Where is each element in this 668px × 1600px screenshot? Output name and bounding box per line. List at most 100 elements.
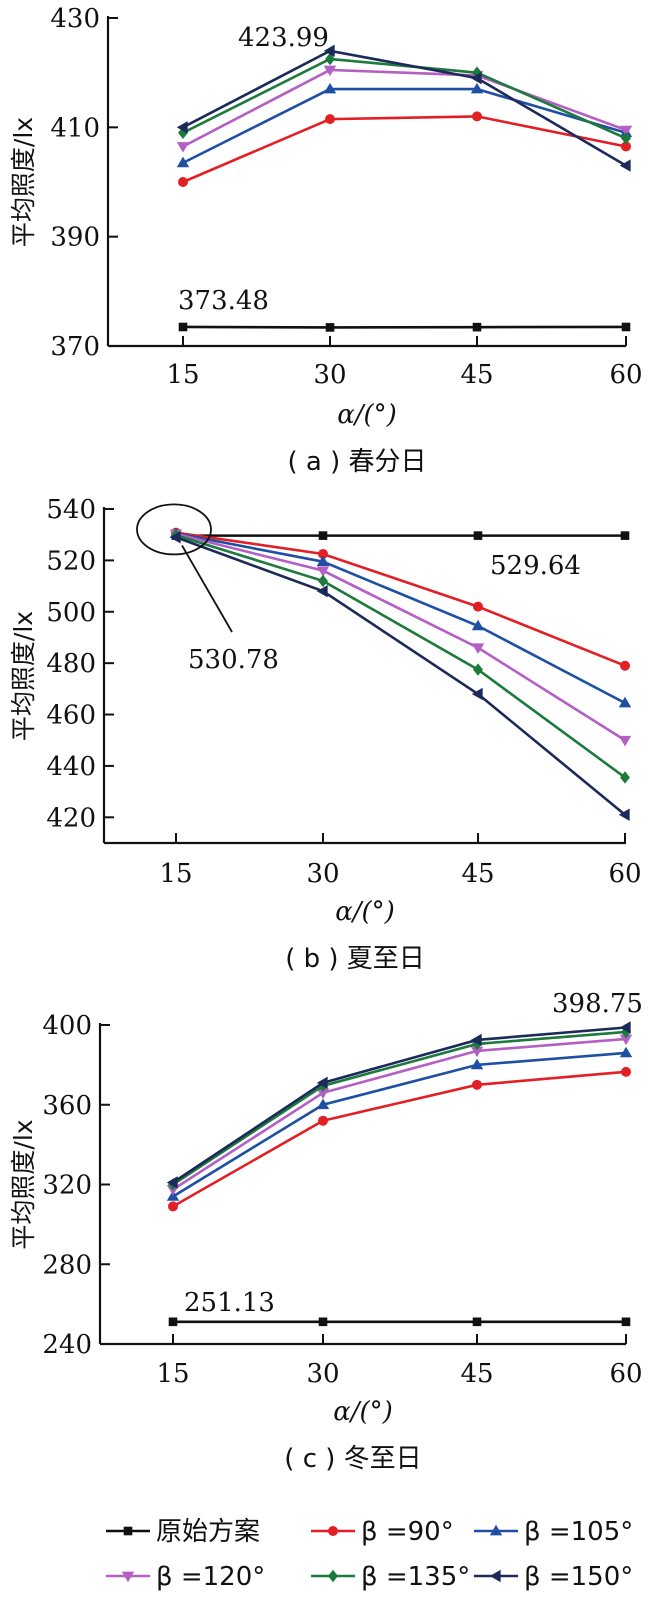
data-point-b120: [619, 1034, 633, 1046]
legend-label: β =150°: [524, 1562, 633, 1592]
legend-label: 原始方案: [156, 1517, 260, 1547]
data-label: 529.64: [490, 551, 581, 581]
series-b105: [166, 1046, 633, 1201]
data-point-b120: [471, 643, 485, 654]
y-tick-label: 390: [50, 223, 100, 253]
data-point-b150: [316, 1076, 328, 1090]
data-point-b90: [318, 548, 328, 559]
legend-marker: [328, 1569, 338, 1583]
data-point-b150: [619, 1021, 631, 1034]
legend-marker: [489, 1524, 503, 1536]
legend-label: β =105°: [524, 1517, 633, 1547]
y-axis-label: 平均照度/lx: [9, 611, 38, 741]
data-point-b90: [621, 1066, 631, 1077]
data-point-b135: [620, 771, 630, 784]
data-point-b135: [473, 663, 483, 676]
series-line-b105: [182, 87, 627, 165]
series-b150: [169, 531, 630, 821]
data-point-b90: [168, 1201, 178, 1212]
series-line-b150: [172, 1026, 627, 1184]
legend-marker: [489, 1569, 501, 1583]
data-point-b105: [316, 1098, 330, 1110]
data-point-original: [325, 323, 335, 332]
x-tick-label: 30: [306, 859, 339, 889]
data-point-original: [473, 531, 483, 540]
data-point-b120: [618, 735, 632, 747]
data-point-b135: [318, 574, 328, 588]
legend-marker: [121, 1571, 135, 1583]
data-point-b105: [316, 555, 330, 567]
data-point-original: [621, 322, 631, 332]
legend-marker: [123, 1526, 133, 1536]
data-point-b150: [169, 531, 181, 544]
series-original: [168, 1317, 631, 1327]
data-label: 530.78: [188, 645, 279, 675]
data-point-original: [621, 1317, 631, 1327]
series-b150: [176, 44, 631, 172]
series-b120: [176, 65, 633, 153]
x-tick-label: 15: [166, 360, 199, 390]
series-line-b135: [172, 1030, 627, 1186]
legend-item-b105: β =105°: [474, 1517, 633, 1547]
data-point-original: [472, 322, 482, 332]
series-original: [178, 322, 631, 332]
legend-item-original: 原始方案: [106, 1517, 260, 1547]
data-point-b105: [470, 82, 484, 94]
series-b135: [168, 1025, 631, 1191]
highlight-ellipse: [136, 503, 212, 556]
y-axis-label: 平均照度/lx: [9, 117, 38, 247]
data-label: 251.13: [184, 1288, 275, 1318]
data-point-b135: [472, 1037, 482, 1051]
series-line-b120: [182, 68, 627, 148]
data-point-b120: [323, 65, 337, 77]
y-tick-label: 400: [42, 1011, 92, 1041]
data-point-b120: [176, 142, 190, 153]
legend-item-b90: β =90°: [311, 1517, 454, 1547]
legend: 原始方案 β =90° β =105° β =120° β =135° β =150°: [106, 1517, 633, 1592]
data-point-b135: [621, 1025, 631, 1039]
data-point-b105: [323, 82, 337, 94]
data-point-b150: [316, 585, 328, 598]
y-tick-label: 240: [42, 1330, 92, 1360]
data-point-b90: [620, 660, 630, 671]
chart-panel-1: 370 390 410 430 15 30 45 60 α/(°) 平均照度/lx 423.99 37…: [9, 4, 643, 477]
data-label: 373.48: [178, 286, 269, 316]
x-tick-label: 30: [313, 360, 346, 390]
data-point-b90: [472, 1079, 482, 1090]
x-axis-label: α/(°): [337, 400, 397, 430]
series-b90: [168, 1066, 631, 1212]
legend-item-b150: β =150°: [474, 1562, 633, 1592]
data-point-b105: [619, 1046, 633, 1058]
x-tick-label: 60: [608, 859, 641, 889]
y-tick-label: 280: [42, 1250, 92, 1280]
x-tick-label: 15: [159, 859, 192, 889]
y-tick-label: 540: [46, 495, 96, 525]
chart-panel-3: 240 280 320 360 400 15 30 45 60 α/(°) 平均照度/lx 398.7…: [9, 989, 643, 1474]
series-line-b120: [172, 1037, 627, 1191]
y-tick-label: 410: [50, 113, 100, 143]
y-tick-label: 370: [50, 332, 100, 362]
x-tick-label: 60: [609, 360, 642, 390]
legend-item-b120: β =120°: [106, 1562, 265, 1592]
series-line-b150: [175, 536, 626, 816]
data-label: 423.99: [238, 23, 329, 53]
data-point-b120: [619, 125, 633, 137]
data-point-b105: [470, 1058, 484, 1070]
panel-caption: ( c ) 冬至日: [284, 1444, 421, 1474]
y-tick-label: 520: [46, 546, 96, 576]
data-point-original: [318, 531, 328, 540]
series-line-b135: [182, 57, 627, 140]
data-point-b105: [618, 696, 632, 708]
data-point-b120: [316, 566, 330, 577]
x-tick-label: 30: [306, 1359, 339, 1389]
series-line-b150: [182, 49, 627, 167]
panel-caption: ( b ) 夏至日: [285, 944, 425, 974]
y-tick-label: 440: [46, 752, 96, 782]
x-tick-label: 45: [460, 360, 493, 390]
legend-item-b135: β =135°: [311, 1562, 470, 1592]
y-tick-label: 360: [42, 1091, 92, 1121]
series-line-b90: [175, 531, 626, 667]
x-tick-label: 45: [461, 859, 494, 889]
data-point-original: [472, 1317, 482, 1327]
series-line-b90: [172, 1070, 627, 1208]
